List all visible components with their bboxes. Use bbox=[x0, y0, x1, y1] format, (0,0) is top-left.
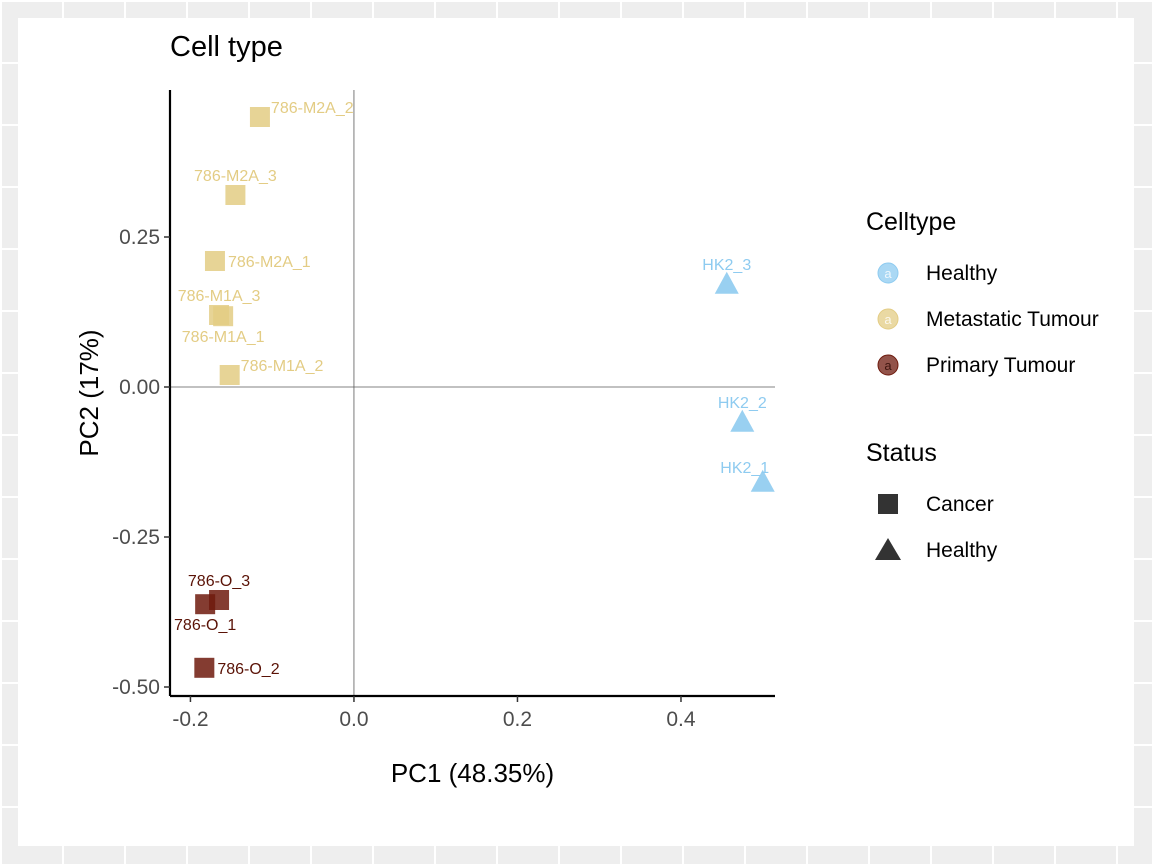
legend: Celltype a Healthy a Metastatic Tumour a Prima… bbox=[866, 208, 1099, 562]
x-tick-label: 0.0 bbox=[339, 708, 368, 731]
x-tick-label: 0.4 bbox=[666, 708, 696, 731]
point-label: HK2_3 bbox=[702, 257, 751, 274]
x-tick-label: -0.2 bbox=[172, 708, 208, 731]
point-label: HK2_2 bbox=[718, 395, 767, 412]
legend-key-triangle bbox=[875, 538, 901, 560]
point-label: HK2_1 bbox=[720, 460, 769, 477]
pca-scatter-chart: Cell type 786-M2A_2786-M2A_3786-M2A_1786… bbox=[74, 31, 1099, 788]
y-axis-ticks: -0.50 -0.25 0.00 0.25 bbox=[112, 226, 170, 699]
point-label: 786-M1A_2 bbox=[241, 358, 324, 375]
legend-entry-label: Cancer bbox=[926, 493, 994, 516]
legend-key-circle bbox=[877, 354, 899, 376]
point-786-O_1 bbox=[195, 594, 216, 615]
y-tick-label: 0.00 bbox=[119, 376, 160, 399]
legend-key-glyph: a bbox=[884, 312, 892, 327]
point-label: 786-M2A_3 bbox=[194, 168, 277, 185]
y-tick-label: -0.50 bbox=[112, 676, 160, 699]
point-HK2_1 bbox=[750, 469, 775, 492]
point-786-M1A_1 bbox=[213, 306, 234, 327]
x-tick-label: 0.2 bbox=[503, 708, 532, 731]
x-axis-title: PC1 (48.35%) bbox=[391, 758, 554, 788]
point-786-M2A_2 bbox=[249, 107, 270, 127]
point-label: 786-M2A_2 bbox=[271, 100, 354, 117]
point-label: 786-M1A_3 bbox=[178, 288, 261, 305]
legend-title: Celltype bbox=[866, 208, 956, 236]
data-points bbox=[194, 107, 775, 678]
legend-title: Status bbox=[866, 439, 937, 467]
point-label: 786-O_3 bbox=[188, 573, 250, 590]
point-label: 786-O_1 bbox=[174, 617, 236, 634]
legend-entry-label: Healthy bbox=[926, 262, 998, 285]
legend-entry-label: Healthy bbox=[926, 539, 998, 562]
legend-key-circle bbox=[877, 262, 899, 284]
y-axis-title: PC2 (17%) bbox=[74, 329, 104, 456]
point-label: 786-M1A_1 bbox=[182, 329, 265, 346]
legend-key-square bbox=[878, 494, 898, 514]
point-label: 786-M2A_1 bbox=[228, 254, 311, 271]
point-HK2_3 bbox=[714, 271, 739, 294]
point-labels: 786-M2A_2 786-M2A_3 786-M2A_1 786-M1A_3 786-… bbox=[174, 100, 769, 678]
x-axis-ticks: -0.2 0.0 0.2 0.4 bbox=[172, 696, 696, 731]
legend-entry-label: Metastatic Tumour bbox=[926, 308, 1099, 331]
y-tick-label: 0.25 bbox=[119, 226, 160, 249]
y-tick-label: -0.25 bbox=[112, 526, 160, 549]
plot-area: 786-M2A_2 786-M2A_3 786-M2A_1 786-M1A_3 786-… bbox=[168, 90, 775, 698]
point-HK2_2 bbox=[730, 409, 755, 432]
legend-entry-label: Primary Tumour bbox=[926, 354, 1075, 377]
point-786-M1A_2 bbox=[219, 365, 240, 385]
point-786-O_2 bbox=[194, 657, 215, 678]
point-786-M2A_3 bbox=[225, 185, 246, 205]
point-label: 786-O_2 bbox=[217, 661, 279, 678]
chart-title: Cell type bbox=[170, 31, 283, 63]
legend-key-circle bbox=[877, 308, 899, 330]
chart-card: Cell type 786-M2A_2 786-M2A_3 786-M2A_1 786… bbox=[18, 18, 1134, 846]
point-786-M2A_1 bbox=[204, 251, 225, 271]
legend-key-glyph: a bbox=[884, 358, 892, 373]
legend-key-glyph: a bbox=[884, 266, 892, 281]
